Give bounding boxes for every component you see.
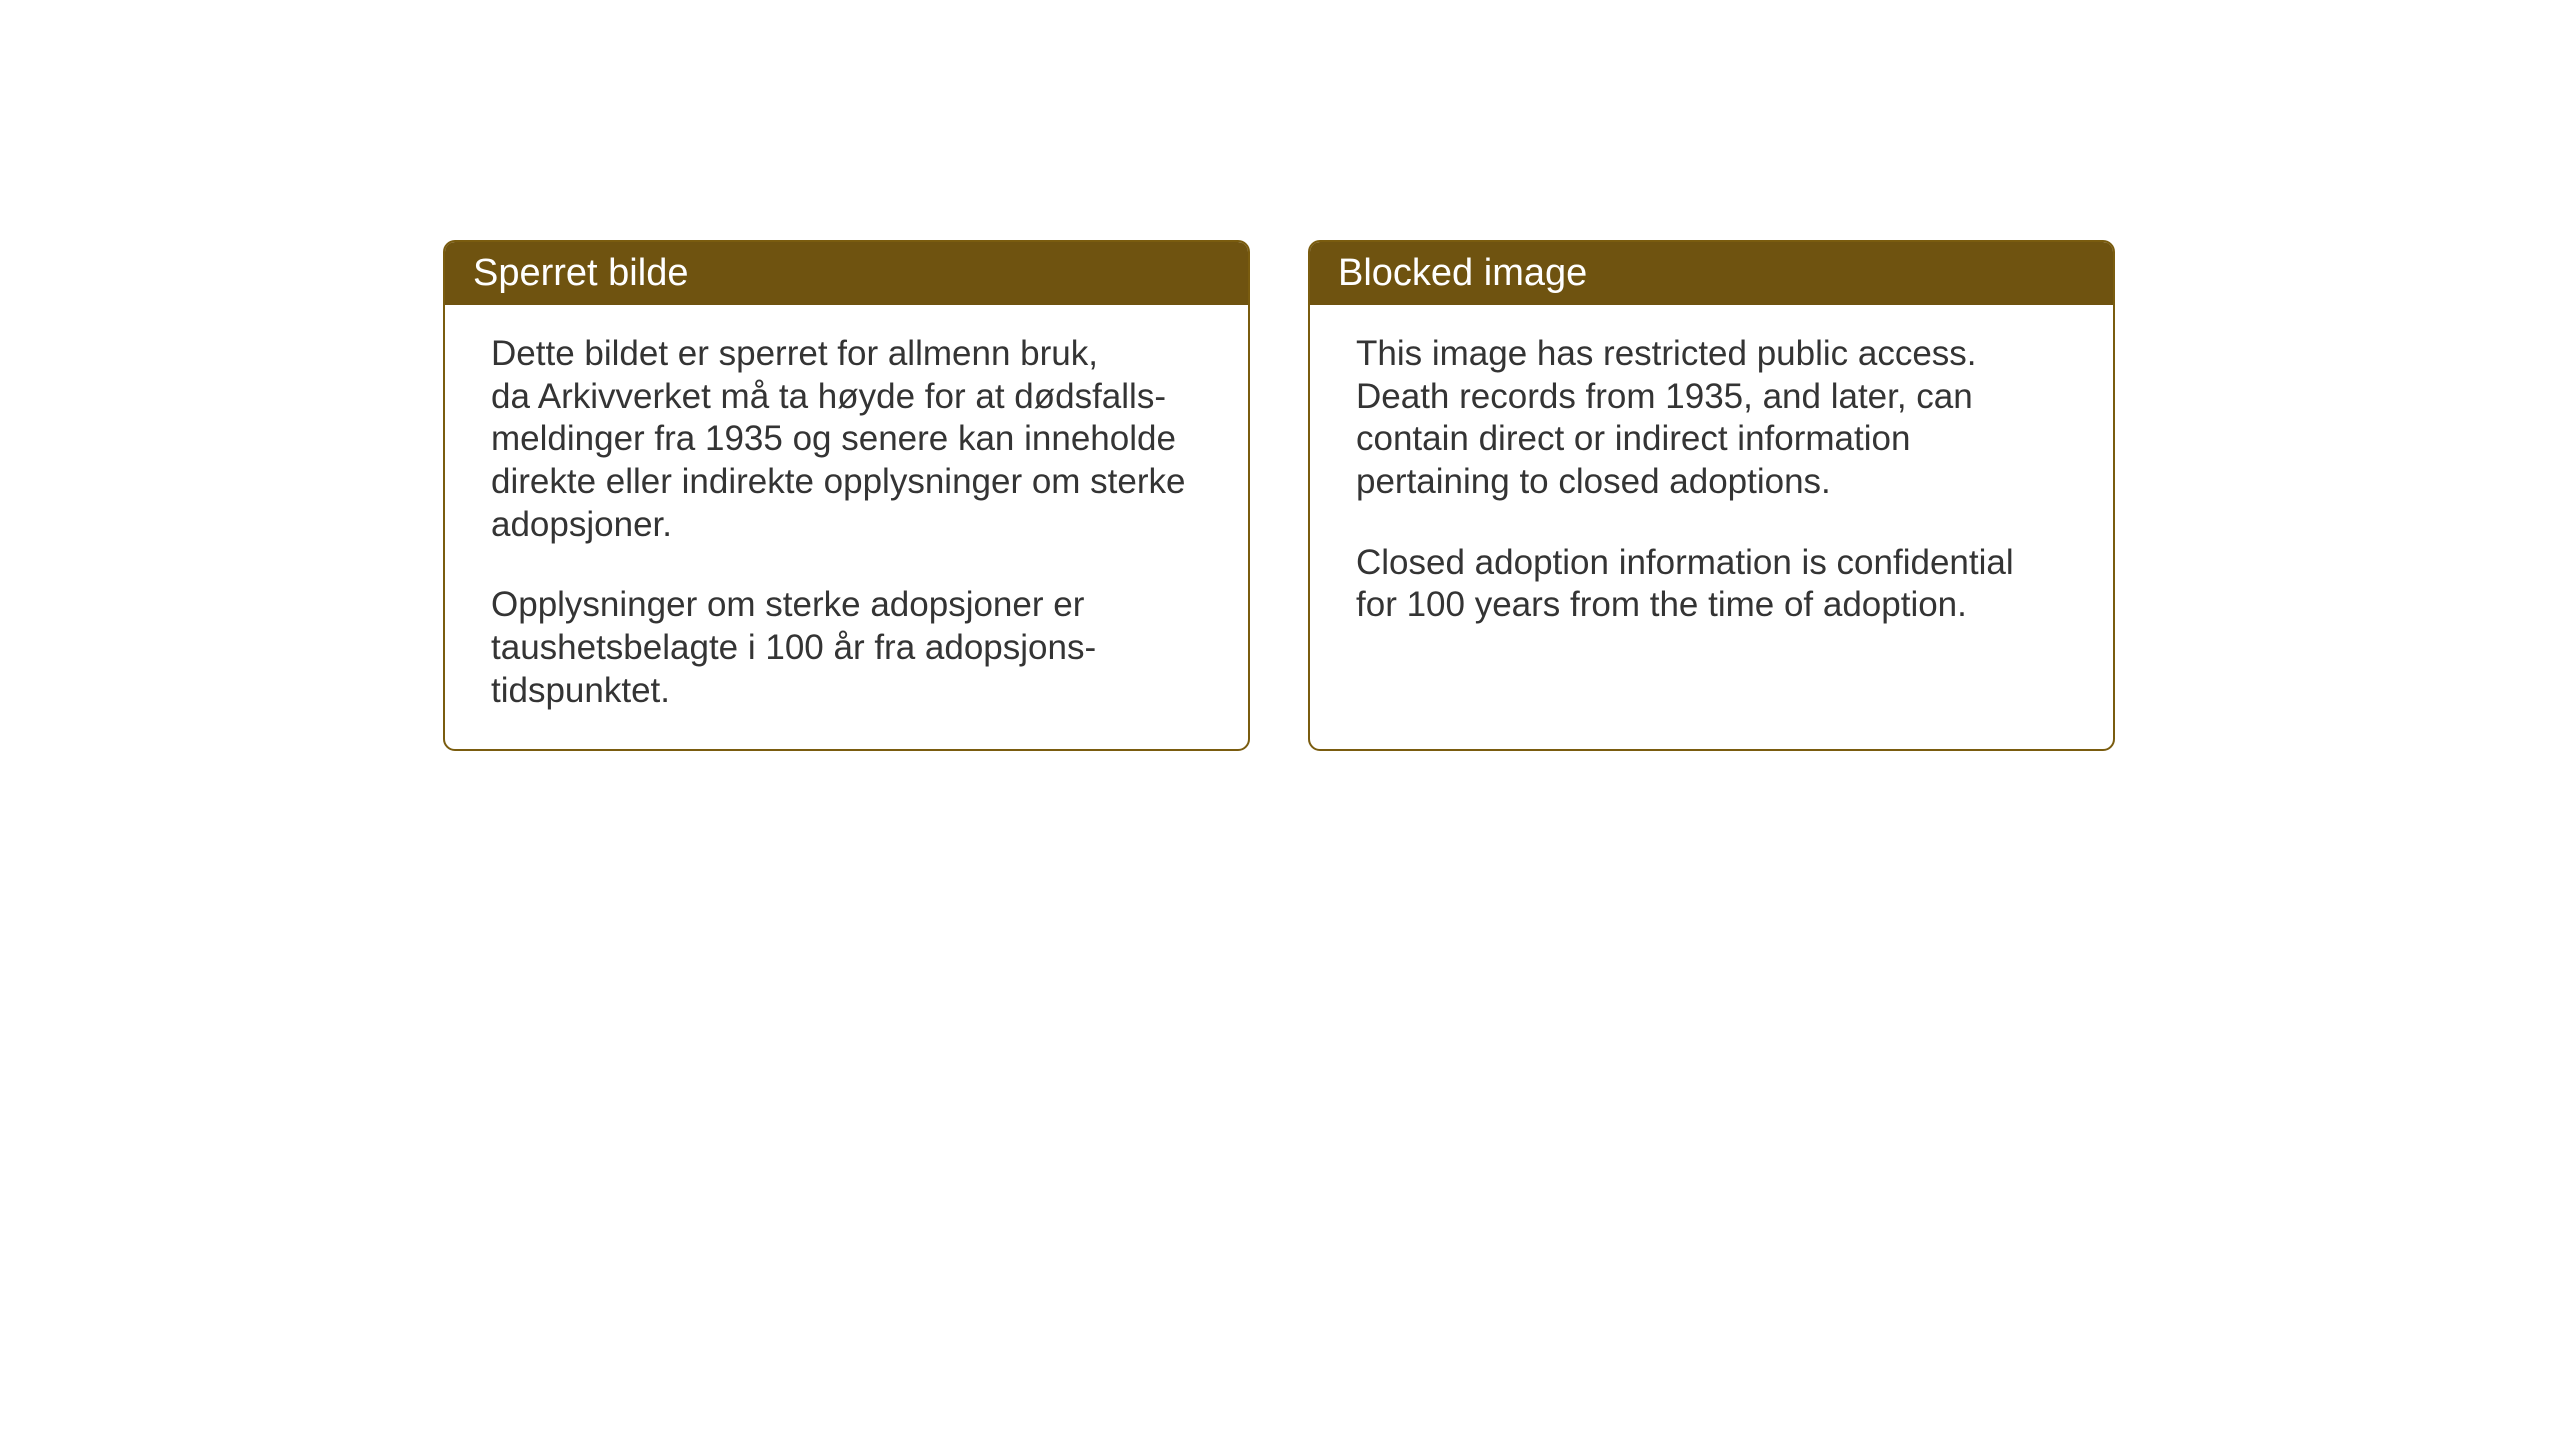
text-line: Closed adoption information is confident… bbox=[1356, 542, 2067, 585]
text-line: contain direct or indirect information bbox=[1356, 418, 2067, 461]
norwegian-notice-card: Sperret bilde Dette bildet er sperret fo… bbox=[443, 240, 1250, 751]
text-line: Opplysninger om sterke adopsjoner er bbox=[491, 584, 1202, 627]
text-line: taushetsbelagte i 100 år fra adopsjons- bbox=[491, 627, 1202, 670]
text-line: Death records from 1935, and later, can bbox=[1356, 376, 2067, 419]
norwegian-card-title: Sperret bilde bbox=[445, 242, 1248, 305]
text-line: This image has restricted public access. bbox=[1356, 333, 2067, 376]
norwegian-paragraph-1: Dette bildet er sperret for allmenn bruk… bbox=[491, 333, 1202, 546]
text-line: da Arkivverket må ta høyde for at dødsfa… bbox=[491, 376, 1202, 419]
text-line: direkte eller indirekte opplysninger om … bbox=[491, 461, 1202, 504]
english-paragraph-2: Closed adoption information is confident… bbox=[1356, 542, 2067, 627]
text-line: adopsjoner. bbox=[491, 504, 1202, 547]
text-line: for 100 years from the time of adoption. bbox=[1356, 584, 2067, 627]
norwegian-paragraph-2: Opplysninger om sterke adopsjoner er tau… bbox=[491, 584, 1202, 712]
english-notice-card: Blocked image This image has restricted … bbox=[1308, 240, 2115, 751]
english-card-title: Blocked image bbox=[1310, 242, 2113, 305]
norwegian-card-body: Dette bildet er sperret for allmenn bruk… bbox=[445, 305, 1248, 749]
english-card-body: This image has restricted public access.… bbox=[1310, 305, 2113, 663]
english-paragraph-1: This image has restricted public access.… bbox=[1356, 333, 2067, 504]
text-line: meldinger fra 1935 og senere kan innehol… bbox=[491, 418, 1202, 461]
text-line: Dette bildet er sperret for allmenn bruk… bbox=[491, 333, 1202, 376]
text-line: tidspunktet. bbox=[491, 670, 1202, 713]
text-line: pertaining to closed adoptions. bbox=[1356, 461, 2067, 504]
notice-cards-container: Sperret bilde Dette bildet er sperret fo… bbox=[443, 240, 2115, 751]
